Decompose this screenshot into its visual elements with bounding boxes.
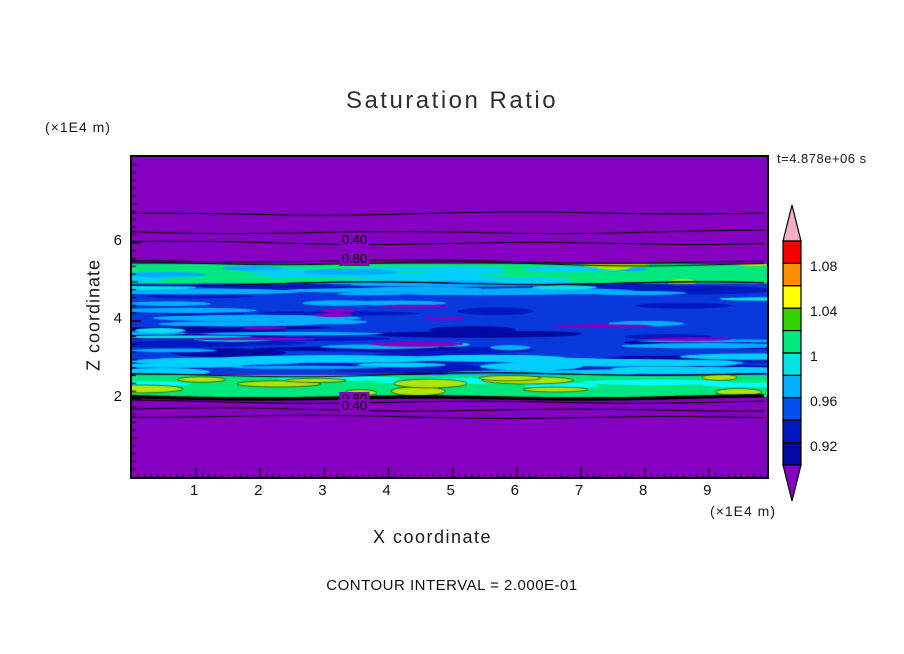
- x-tick-label: 1: [189, 482, 199, 499]
- y-tick-label: 2: [113, 387, 122, 405]
- colorbar-label: 0.92: [810, 437, 838, 454]
- y-tick-label: 4: [113, 309, 122, 327]
- x-tick-label: 9: [703, 482, 712, 499]
- colorbar: [779, 203, 809, 507]
- x-tick-label: 7: [574, 482, 584, 499]
- colorbar-label: 1.08: [810, 258, 838, 275]
- x-tick-label: 8: [638, 482, 648, 499]
- contour-line-label: 0.80: [339, 250, 370, 266]
- colorbar-label: 1: [810, 348, 818, 364]
- contour-line-label: 0.40: [339, 231, 370, 247]
- plot-frame: [130, 155, 769, 479]
- x-axis-units: (×1E4 m): [710, 503, 776, 519]
- colorbar-label: 0.96: [810, 392, 838, 409]
- contour-canvas: [132, 157, 767, 477]
- x-tick-label: 3: [318, 482, 327, 499]
- time-annotation: t=4.878e+06 s: [777, 151, 867, 166]
- y-axis-units: (×1E4 m): [45, 119, 111, 135]
- x-axis-label: X coordinate: [372, 527, 493, 547]
- chart-title: Saturation Ratio: [345, 87, 559, 114]
- colorbar-pencil: [782, 204, 802, 502]
- colorbar-label: 1.04: [810, 303, 838, 320]
- contour-interval-note: CONTOUR INTERVAL = 2.000E-01: [326, 577, 578, 594]
- x-tick-label: 2: [254, 482, 263, 499]
- x-tick-label: 5: [446, 482, 455, 499]
- contour-line-label: 0.40: [339, 398, 370, 414]
- y-tick-label: 6: [113, 231, 122, 249]
- x-tick-label: 4: [382, 482, 391, 499]
- x-tick-label: 6: [510, 482, 520, 499]
